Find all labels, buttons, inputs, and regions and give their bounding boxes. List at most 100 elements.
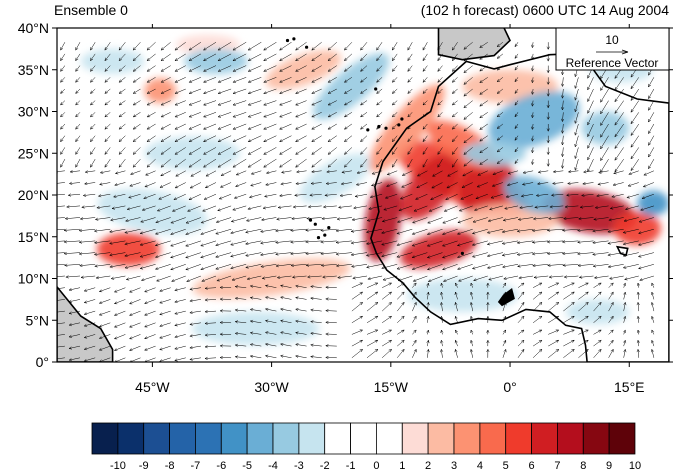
wind-vector (614, 123, 624, 138)
anomaly-blob-20 (637, 190, 669, 216)
wind-vector (593, 339, 602, 347)
wind-vector (518, 275, 534, 280)
wind-vector (426, 264, 443, 271)
wind-vector (57, 275, 65, 277)
wind-vector (546, 77, 550, 86)
wind-vector (451, 77, 458, 83)
wind-vector (350, 240, 368, 245)
wind-vector (132, 158, 141, 168)
wind-vector (426, 228, 443, 236)
wind-vector (502, 217, 519, 222)
wind-vector (396, 217, 413, 223)
anomaly-blob-4 (399, 230, 478, 269)
colorbar-swatch (143, 422, 170, 455)
wind-vector (343, 100, 353, 106)
wind-vector (381, 264, 398, 270)
wind-vector (396, 264, 413, 270)
wind-vector (623, 217, 639, 222)
wind-vector (188, 88, 201, 94)
wind-vector (63, 251, 81, 256)
wind-vector (204, 310, 217, 314)
anomaly-blob-29 (299, 153, 371, 203)
wind-vector (230, 264, 247, 270)
wind-vector (514, 53, 519, 59)
island-11 (285, 38, 290, 43)
wind-vector (295, 88, 307, 94)
wind-vector (325, 344, 337, 348)
wind-vector (215, 264, 232, 270)
wind-vector (217, 205, 232, 212)
wind-vector (407, 65, 413, 72)
wind-vector (261, 275, 277, 280)
wind-vector (341, 170, 352, 174)
wind-vector (437, 42, 443, 51)
wind-vector (443, 205, 458, 212)
wind-vector (636, 329, 640, 335)
wind-vector (593, 217, 609, 221)
wind-vector (561, 135, 565, 146)
wind-vector (290, 240, 307, 244)
wind-vector (381, 282, 393, 288)
wind-vector (279, 158, 292, 168)
wind-vector (546, 65, 550, 74)
wind-vector (407, 147, 413, 155)
wind-vector (440, 282, 444, 288)
wind-vector (160, 158, 171, 168)
wind-vector (295, 77, 307, 83)
wind-vector (160, 135, 171, 143)
wind-vector (532, 301, 543, 312)
wind-vector (94, 264, 111, 268)
wind-vector (311, 123, 322, 130)
wind-vector (382, 275, 398, 281)
wind-vector (622, 264, 639, 269)
wind-vector (279, 296, 292, 300)
wind-vector (232, 77, 247, 83)
wind-vector (263, 135, 277, 142)
wind-vector (60, 123, 66, 130)
wind-vector (204, 298, 217, 302)
colorbar-swatch (324, 422, 351, 455)
wind-vector (614, 88, 624, 103)
wind-vector (381, 228, 398, 234)
wind-vector (60, 112, 66, 118)
wind-vector (140, 217, 156, 223)
wind-vector (531, 135, 535, 142)
wind-vector (426, 301, 430, 312)
wind-vector (639, 205, 654, 211)
wind-vector (609, 205, 624, 210)
wind-vector (218, 193, 232, 200)
wind-vector (546, 159, 550, 167)
wind-vector (623, 348, 627, 358)
wind-vector (279, 331, 292, 335)
wind-vector (376, 147, 383, 155)
wind-vector (391, 123, 398, 130)
wind-vector (630, 158, 640, 172)
wind-vector (174, 100, 186, 106)
wind-vector (422, 42, 428, 51)
wind-vector (456, 264, 473, 270)
wind-vector (531, 53, 535, 60)
wind-vector (234, 296, 247, 301)
wind-vector (648, 135, 655, 146)
wind-vector (563, 339, 575, 347)
wind-vector (146, 77, 156, 83)
wind-vector (561, 77, 565, 88)
wind-vector (563, 329, 575, 335)
wind-vector (454, 301, 458, 312)
wind-vector (496, 53, 504, 59)
wind-vector (426, 282, 430, 288)
wind-vector (327, 123, 337, 130)
wind-vector (360, 65, 368, 72)
wind-vector (217, 41, 232, 51)
wind-vector (144, 182, 156, 188)
wind-vector (249, 296, 262, 300)
wind-vector (437, 147, 443, 155)
wind-vector (351, 291, 364, 300)
wind-vector (290, 263, 307, 267)
wind-vector (264, 284, 277, 288)
wind-vector (188, 123, 202, 130)
wind-vector (132, 53, 141, 62)
wind-vector (247, 77, 262, 83)
wind-vector (451, 100, 458, 106)
wind-vector (93, 240, 111, 245)
